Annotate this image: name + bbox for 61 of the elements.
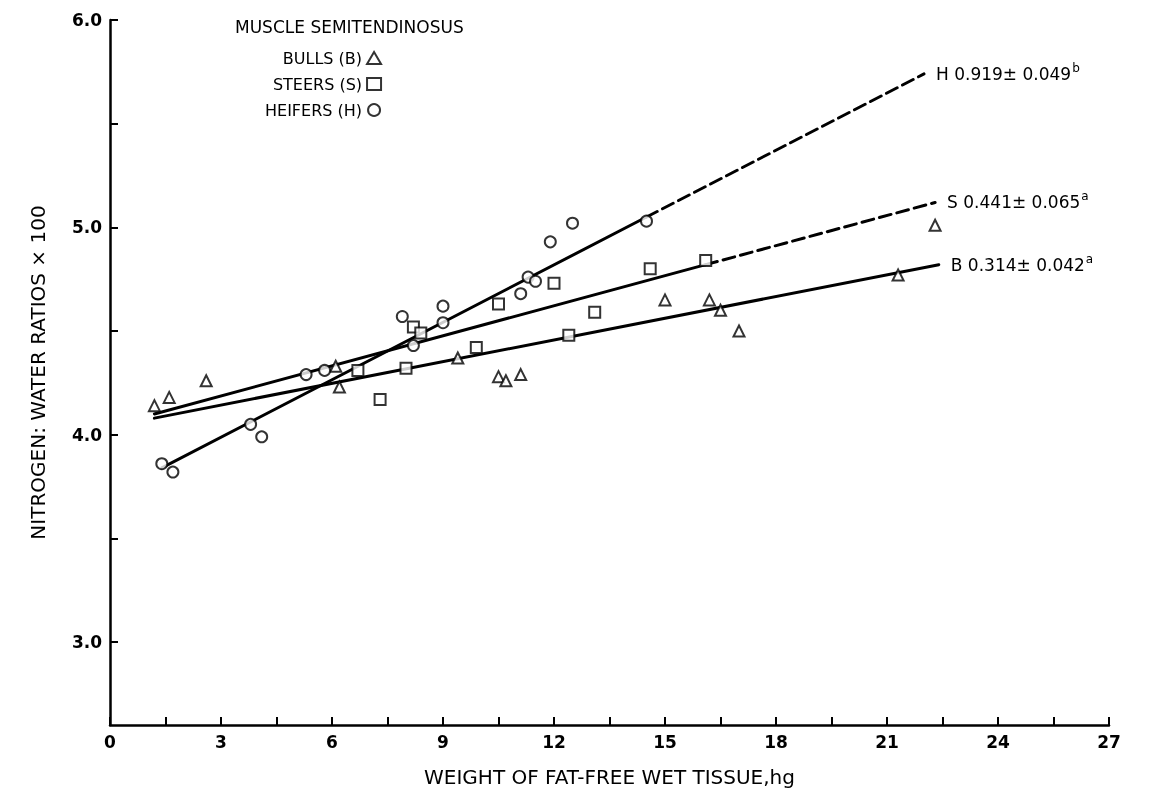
point bbox=[469, 341, 483, 355]
point bbox=[155, 457, 169, 471]
point bbox=[451, 351, 465, 365]
x-tick-label: 24 bbox=[986, 731, 1010, 752]
x-tick-label: 27 bbox=[1097, 731, 1121, 752]
x-tick-label: 12 bbox=[542, 731, 566, 752]
point bbox=[714, 303, 727, 317]
point bbox=[492, 297, 505, 311]
point bbox=[543, 235, 557, 249]
point bbox=[373, 392, 387, 406]
point bbox=[166, 465, 180, 479]
point bbox=[499, 374, 513, 388]
x-tick-label: 9 bbox=[437, 731, 449, 752]
point bbox=[640, 214, 653, 228]
y-tick-label: 3.0 bbox=[71, 632, 103, 653]
y-tick-label: 6.0 bbox=[71, 10, 103, 30]
point bbox=[244, 417, 258, 431]
x-tick-label: 15 bbox=[653, 731, 677, 752]
point bbox=[547, 276, 561, 290]
legend-title: MUSCLE SEMITENDINOSUS bbox=[235, 16, 464, 37]
point bbox=[732, 324, 746, 338]
point bbox=[562, 328, 576, 342]
x-tick-label: 18 bbox=[764, 731, 788, 752]
x-tick-label: 21 bbox=[875, 731, 899, 752]
point bbox=[643, 262, 657, 276]
point bbox=[399, 361, 413, 375]
point bbox=[492, 370, 505, 384]
point bbox=[436, 299, 450, 313]
point bbox=[147, 399, 161, 413]
legend-label: BULLS (B) bbox=[282, 48, 363, 68]
x-tick-label: 6 bbox=[326, 731, 338, 752]
point bbox=[514, 368, 528, 382]
point bbox=[928, 218, 942, 232]
y-tick-label: 4.0 bbox=[71, 424, 103, 445]
point bbox=[406, 339, 420, 353]
point bbox=[162, 390, 176, 404]
y-axis-title: NITROGEN: WATER RATIOS × 100 bbox=[26, 205, 50, 540]
point bbox=[891, 268, 905, 282]
x-tick-label: 0 bbox=[104, 731, 117, 752]
point bbox=[566, 216, 579, 230]
point bbox=[329, 359, 343, 373]
point bbox=[436, 316, 450, 330]
legend-label: HEIFERS (H) bbox=[265, 100, 363, 120]
y-tick-label: 5.0 bbox=[71, 217, 103, 238]
point bbox=[702, 293, 716, 307]
legend-label: STEERS (S) bbox=[272, 74, 363, 94]
point bbox=[658, 293, 672, 307]
point bbox=[514, 287, 528, 301]
x-axis-title: WEIGHT OF FAT-FREE WET TISSUE,hg bbox=[424, 765, 795, 789]
point bbox=[699, 254, 713, 268]
point bbox=[351, 363, 365, 377]
point bbox=[299, 368, 313, 382]
point bbox=[414, 326, 428, 340]
point bbox=[395, 310, 409, 324]
x-tick-label: 3 bbox=[215, 731, 227, 752]
point bbox=[318, 363, 332, 377]
point bbox=[332, 380, 346, 394]
point bbox=[199, 374, 213, 388]
point bbox=[529, 274, 542, 288]
point bbox=[255, 430, 269, 444]
point bbox=[588, 305, 602, 319]
